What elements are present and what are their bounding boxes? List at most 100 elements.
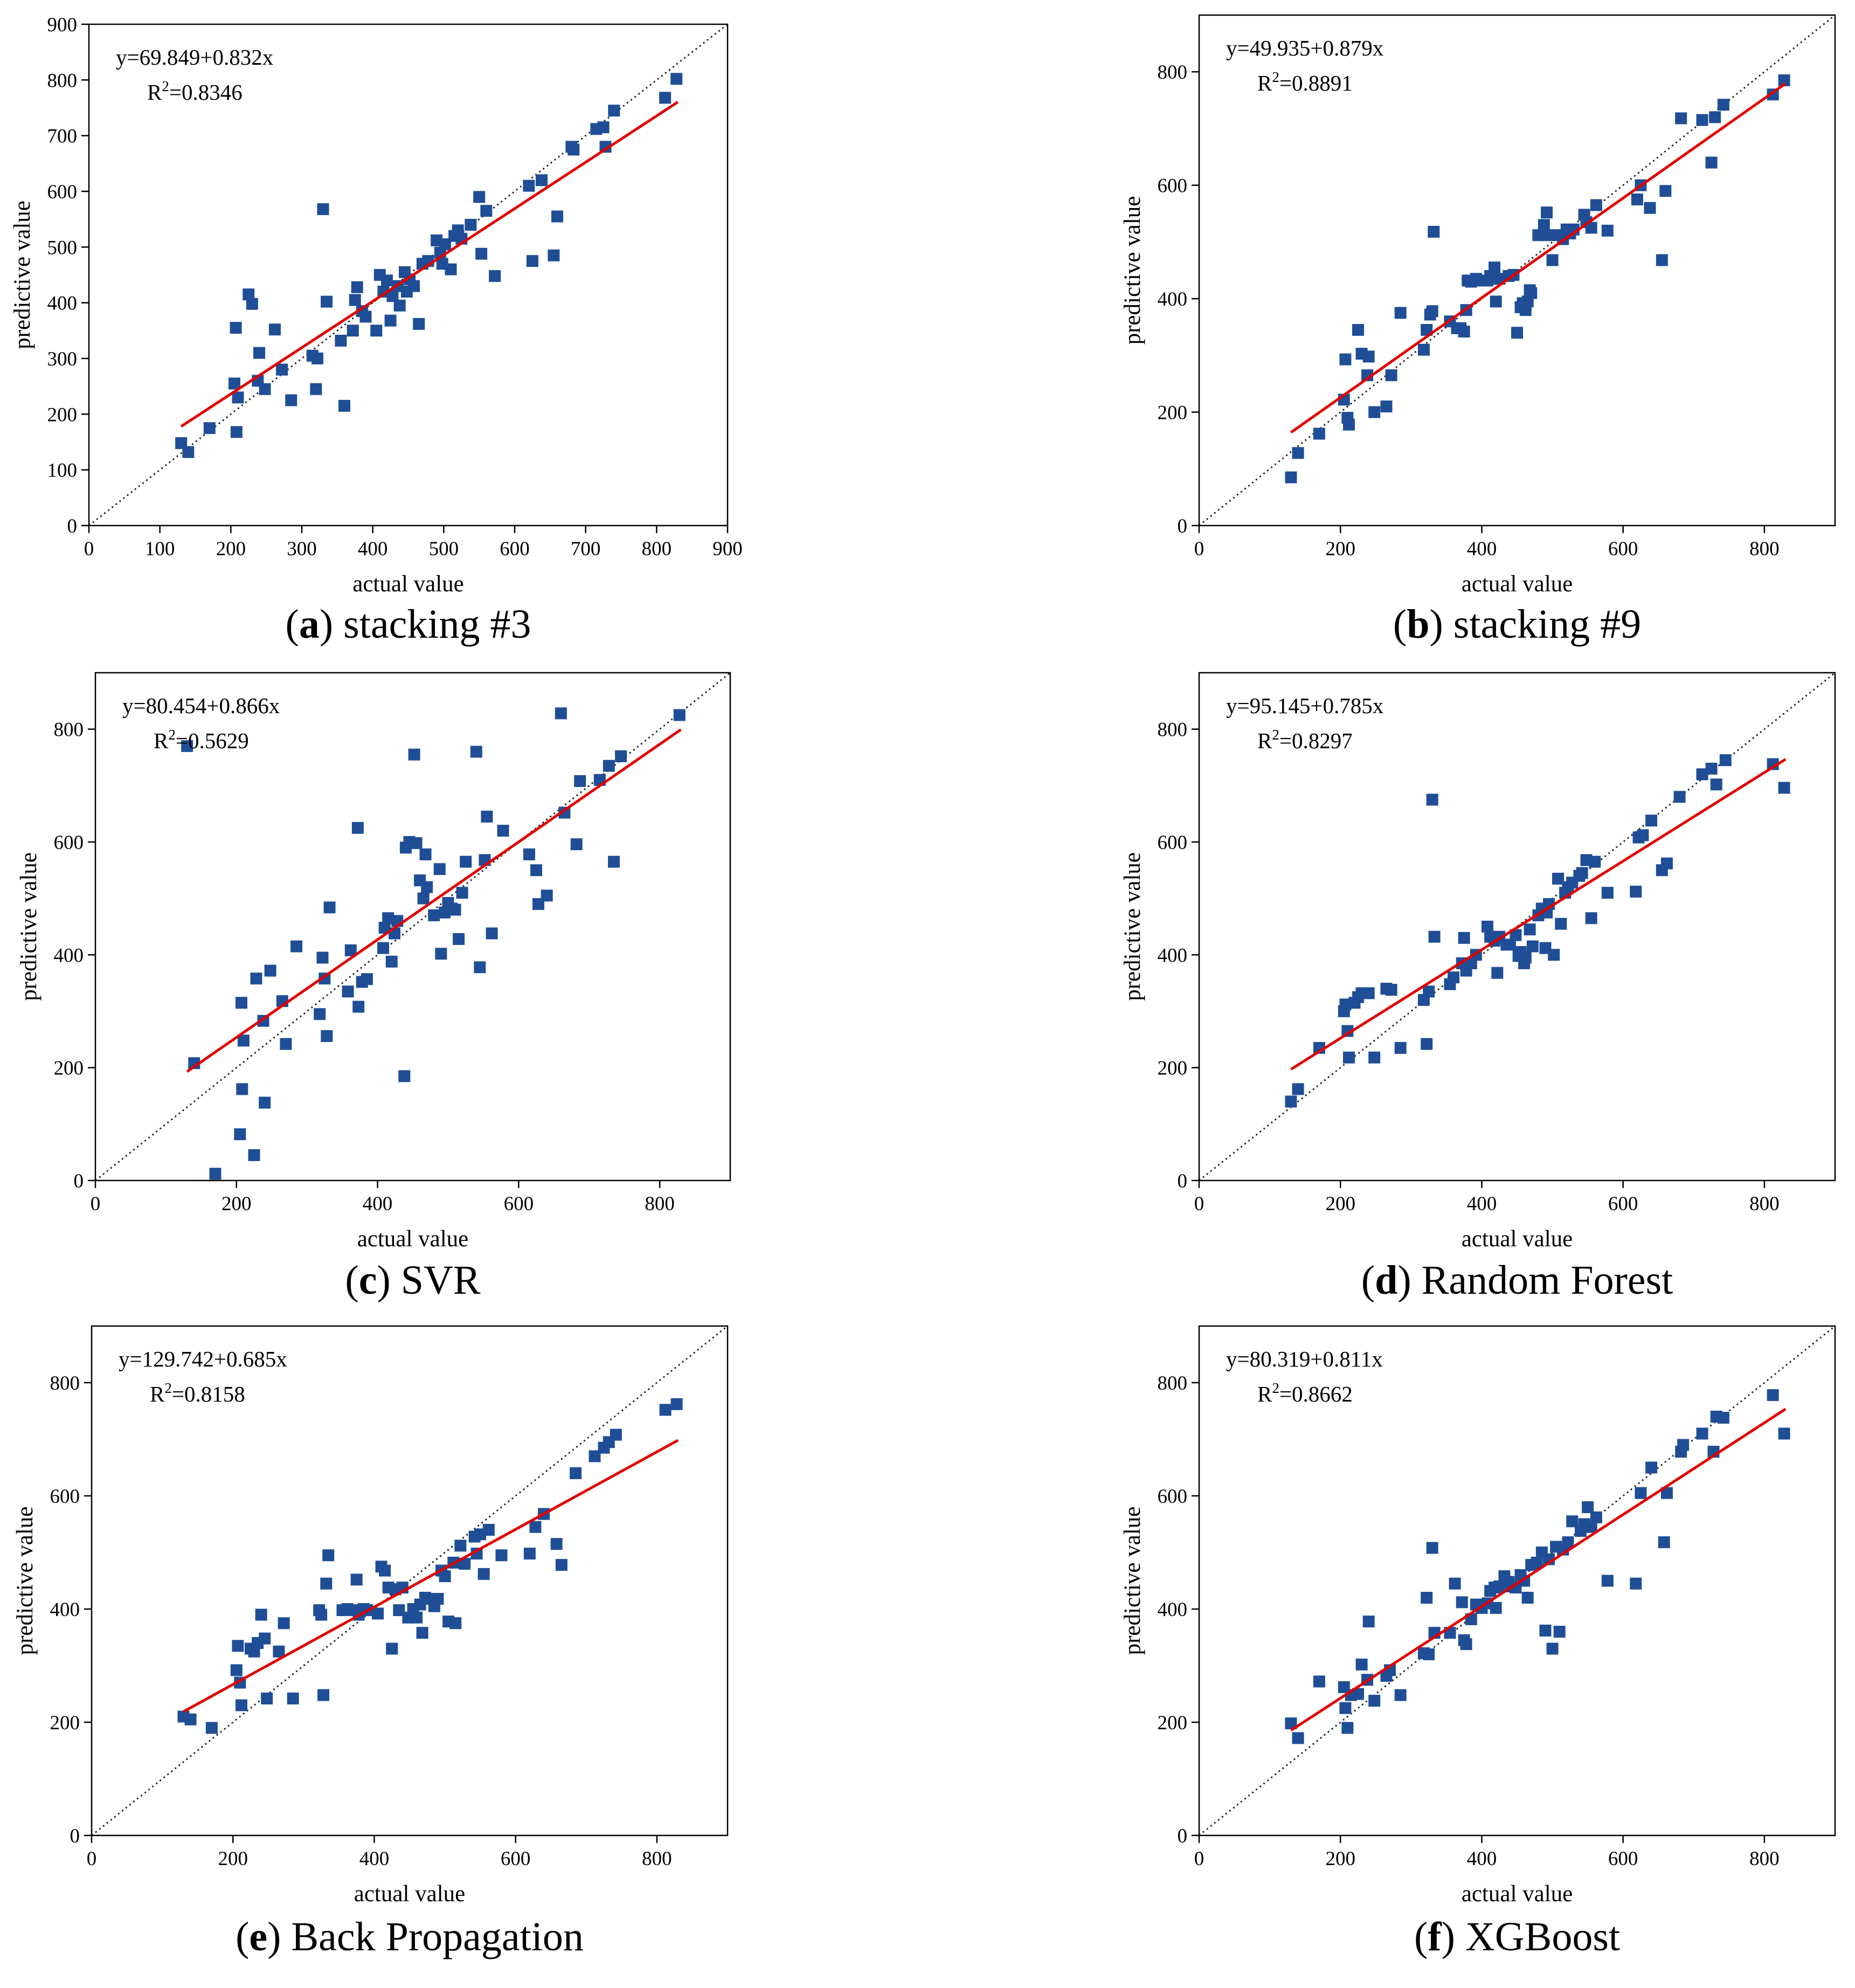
data-point	[236, 1083, 248, 1095]
data-point	[489, 270, 501, 282]
data-point	[1352, 1688, 1364, 1700]
data-point	[323, 901, 336, 914]
x-tick-label: 400	[1467, 538, 1497, 560]
data-point	[1385, 369, 1397, 382]
data-point	[1705, 762, 1718, 775]
regression-line	[1290, 1407, 1787, 1732]
y-tick-label: 400	[1158, 1599, 1188, 1621]
data-point	[673, 709, 686, 721]
data-point	[321, 295, 333, 308]
y-tick-label: 800	[1158, 61, 1188, 84]
data-point	[1313, 1675, 1325, 1688]
data-point	[1423, 985, 1435, 998]
x-tick-label: 300	[287, 538, 317, 560]
data-point	[453, 933, 465, 945]
data-point	[417, 892, 430, 905]
scatter-points	[175, 73, 683, 458]
data-point	[1710, 778, 1722, 791]
regression-line	[1290, 758, 1787, 1071]
x-tick-label: 800	[645, 1193, 675, 1215]
y-tick-label: 800	[54, 719, 84, 741]
data-point	[1658, 1536, 1670, 1549]
data-point	[1511, 327, 1523, 339]
r-squared-label: R2=0.8158	[150, 1380, 245, 1406]
data-point	[460, 855, 472, 868]
data-point	[1423, 1648, 1435, 1660]
data-point	[268, 323, 281, 336]
data-point	[359, 310, 372, 323]
data-point	[1645, 814, 1658, 827]
data-point	[456, 887, 468, 899]
data-point	[1510, 929, 1522, 941]
x-tick-label: 600	[1608, 538, 1638, 560]
data-point	[1292, 1732, 1304, 1744]
x-tick-label: 400	[358, 538, 388, 560]
data-point	[439, 238, 451, 251]
data-point	[1421, 1592, 1433, 1604]
data-point	[1493, 1580, 1506, 1592]
data-point	[1541, 206, 1553, 219]
x-axis-label: actual value	[1462, 571, 1573, 597]
data-point	[382, 912, 394, 924]
y-axis-label: predictive value	[1120, 196, 1145, 345]
data-point	[1362, 350, 1375, 363]
data-point	[416, 1627, 428, 1639]
r-squared-symbol: R	[154, 728, 169, 753]
data-point	[1589, 855, 1601, 868]
y-tick-label: 400	[47, 293, 78, 315]
plot-frame	[94, 672, 731, 1182]
caption-letter: d	[1375, 1258, 1397, 1303]
r-squared-superscript: 2	[1272, 1380, 1279, 1396]
data-point	[495, 1549, 508, 1562]
data-point	[550, 1538, 563, 1550]
data-point	[1490, 295, 1502, 308]
data-point	[1368, 1695, 1381, 1707]
x-axis-label: actual value	[352, 571, 464, 597]
x-tick-label: 0	[1194, 1193, 1205, 1215]
x-tick-label: 500	[429, 538, 459, 560]
data-point	[597, 121, 610, 134]
chart-panel-b: 0 200 400 600 800 0 200 400 600 800 actual value pr…	[1120, 14, 1836, 647]
data-point	[486, 927, 498, 940]
y-tick-label: 200	[1158, 1712, 1188, 1734]
x-axis-label: actual value	[1462, 1226, 1573, 1252]
x-tick-label: 600	[501, 1848, 531, 1870]
data-point	[1705, 156, 1718, 169]
data-point	[608, 855, 620, 868]
data-point	[529, 1521, 542, 1533]
data-point	[1339, 998, 1352, 1011]
data-point	[1696, 768, 1708, 781]
caption-title: ) stacking #9	[1430, 602, 1642, 647]
data-point	[317, 203, 329, 216]
data-point	[474, 961, 486, 974]
x-axis-label: actual value	[354, 1881, 466, 1907]
data-point	[1394, 307, 1407, 319]
x-tick-label: 800	[1749, 1193, 1780, 1215]
data-point	[408, 280, 420, 292]
y-tick-label: 800	[1158, 719, 1188, 741]
data-point	[1717, 99, 1729, 111]
data-point	[1546, 254, 1559, 266]
data-point	[435, 948, 447, 960]
data-point	[410, 837, 423, 850]
data-point	[398, 1070, 411, 1082]
data-point	[439, 1570, 451, 1583]
data-point	[377, 286, 390, 298]
data-point	[1548, 949, 1560, 961]
data-point	[470, 746, 482, 758]
y-tick-label: 200	[1158, 402, 1188, 424]
caption-letter: f	[1428, 1914, 1442, 1959]
data-point	[209, 1168, 222, 1180]
data-point	[603, 760, 615, 772]
data-point	[1394, 1042, 1407, 1054]
scatter-points	[1285, 754, 1790, 1108]
data-point	[1355, 1658, 1368, 1671]
y-tick-label: 800	[1158, 1372, 1188, 1395]
data-point	[1448, 971, 1459, 984]
x-tick-label: 0	[1194, 538, 1205, 560]
r-squared-value: =0.8891	[1279, 71, 1353, 95]
data-point	[1524, 923, 1536, 936]
data-point	[1339, 1702, 1352, 1714]
data-point	[1631, 193, 1643, 205]
x-tick-label: 0	[84, 538, 94, 560]
